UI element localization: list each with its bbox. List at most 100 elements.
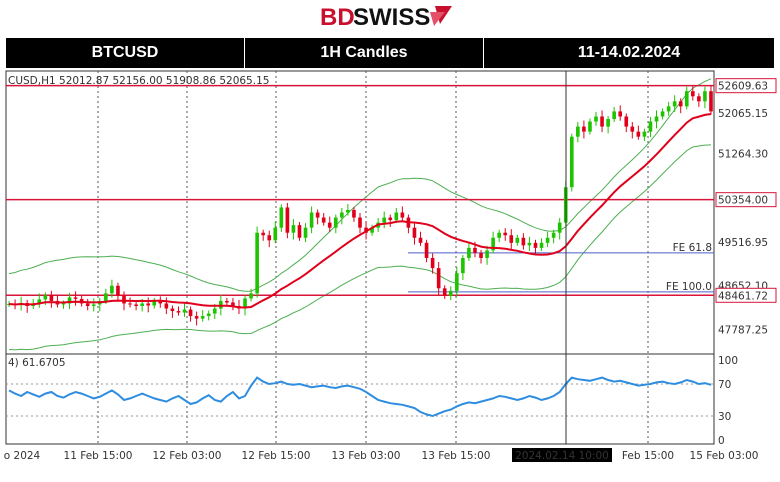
candle-body: [158, 300, 163, 304]
candle-body: [352, 209, 356, 218]
candle-body: [606, 119, 610, 127]
candle-body: [206, 313, 211, 317]
candle-body: [684, 91, 689, 107]
candle-body: [243, 298, 247, 309]
candle-body: [666, 106, 671, 112]
time-axis: o 2024 11 Feb 15:00 12 Feb 03:00 12 Feb 15:…: [4, 448, 758, 462]
logo-bd-text: BD: [320, 4, 355, 31]
candle-body: [588, 121, 592, 132]
rsi-line: [6, 376, 714, 418]
candle-body: [134, 304, 138, 306]
candle-body: [430, 257, 435, 269]
candle-body: [448, 290, 453, 296]
time-tick-label: 2024.02.14 10:00: [515, 450, 609, 462]
price-tick-label: 52065.15: [718, 108, 768, 120]
candle-body: [249, 293, 253, 299]
candle-body: [697, 96, 701, 102]
rsi-series: [8, 376, 712, 418]
price-chart[interactable]: FE 61.8 FE 100.0 CUSD,H1 52012.87 52156.0…: [0, 68, 780, 482]
candle-body: [303, 227, 308, 238]
candle-body: [672, 101, 677, 107]
candle-body: [212, 308, 217, 314]
candle-body: [660, 111, 665, 117]
candle-body: [412, 227, 417, 238]
candle-body: [176, 311, 181, 313]
price-tick-label: 47787.25: [718, 324, 768, 336]
candle-body: [594, 116, 598, 122]
candle-body: [600, 116, 604, 127]
candle-body: [333, 217, 338, 228]
candle-body: [527, 242, 532, 246]
candle-body: [545, 237, 550, 243]
candle-body: [91, 304, 96, 306]
lower-band: [8, 144, 712, 351]
candle-body: [442, 288, 447, 296]
candle-body: [340, 212, 344, 218]
crosshair-time-box: [512, 448, 612, 462]
info-line: CUSD,H1 52012.87 52156.00 51908.86 52065…: [8, 75, 269, 87]
candle-body: [297, 225, 302, 238]
candle-body: [400, 212, 405, 218]
rsi-tick-label: 30: [718, 411, 731, 423]
time-tick-label: 13 Feb 15:00: [422, 450, 491, 462]
candle-body: [327, 222, 332, 228]
candle-body: [491, 237, 495, 251]
candle-body: [418, 237, 423, 243]
candle-body: [461, 257, 465, 274]
candle-body: [612, 111, 616, 120]
moving-average: [8, 113, 712, 309]
rsi-tick-label: 70: [718, 379, 731, 391]
candle-body: [73, 297, 78, 299]
candle-body: [261, 232, 265, 236]
logo-triangle-small-icon: [430, 12, 445, 26]
bollinger-bands: [8, 78, 712, 351]
candle-body: [146, 303, 151, 306]
candle-body: [521, 237, 526, 246]
upper-band: [8, 78, 712, 292]
candle-body: [152, 300, 157, 306]
candle-body: [49, 295, 54, 301]
candle-body: [231, 302, 235, 306]
candle-body: [557, 222, 562, 233]
candle-body: [309, 212, 314, 228]
timeframe-label: 1H Candles: [320, 44, 408, 61]
candle-body: [642, 131, 647, 137]
candle-body: [648, 121, 653, 132]
price-axis: 52609.63 52065.15 51264.30 50354.00 49516.95…: [715, 78, 777, 336]
candle-body: [370, 227, 374, 233]
candle-body: [485, 250, 489, 258]
price-level-box: [715, 287, 777, 303]
candle-body: [104, 293, 108, 301]
candle-body: [582, 126, 586, 132]
candle-body: [43, 295, 48, 300]
time-tick-label: o 2024: [4, 450, 41, 462]
candle-body: [140, 303, 144, 306]
candle-body: [291, 225, 296, 233]
fibonacci-levels: FE 61.8 FE 100.0: [408, 242, 714, 293]
candle-body: [279, 207, 284, 228]
ma-line: [8, 113, 712, 309]
candle-body: [267, 235, 272, 241]
price-tick-label: 52609.63: [718, 81, 768, 93]
candle-body: [85, 303, 90, 306]
time-tick-label: 12 Feb 03:00: [153, 450, 222, 462]
candle-body: [703, 91, 707, 102]
rsi-tick-label: 100: [718, 355, 738, 367]
rsi-axis: 100 70 30 0: [718, 355, 738, 447]
symbol-label: BTCUSD: [91, 44, 159, 61]
candle-body: [170, 308, 175, 312]
price-tick-label: 51264.30: [718, 149, 768, 161]
candle-body: [388, 217, 393, 221]
candle-body: [678, 101, 683, 107]
logo-triangle-icon: [435, 6, 452, 24]
candle-body: [200, 316, 205, 319]
date-range-label: 11-14.02.2024: [577, 44, 681, 61]
rsi-label: 4) 61.6705: [8, 357, 66, 369]
vertical-grid: [97, 71, 649, 444]
candle-body: [358, 217, 362, 228]
candle-body: [273, 227, 278, 241]
logo-swiss-text: SWISS: [353, 4, 430, 31]
time-tick-label: 12 Feb 15:00: [242, 450, 311, 462]
price-panel: [5, 70, 715, 355]
candle-body: [225, 300, 229, 303]
